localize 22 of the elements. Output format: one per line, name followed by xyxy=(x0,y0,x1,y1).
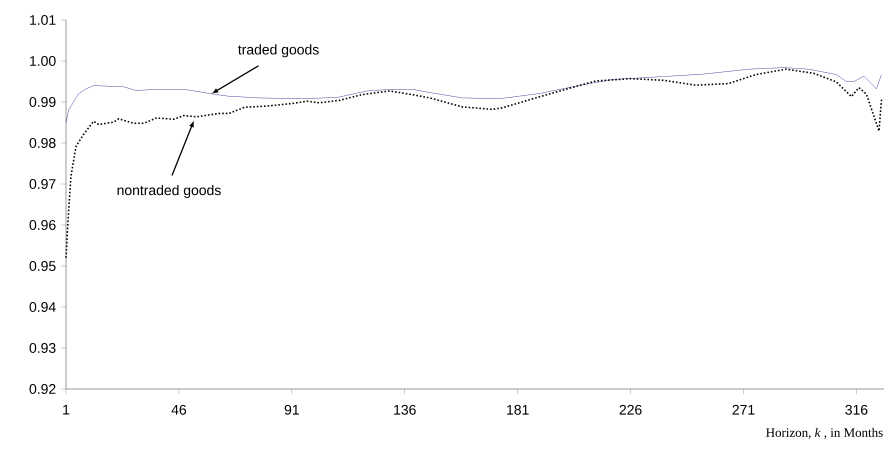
x-tick-label: 316 xyxy=(845,404,868,415)
x-axis-title: Horizon, k , in Months xyxy=(766,428,883,439)
x-tick-label: 1 xyxy=(63,404,70,414)
y-tick-label: 0.96 xyxy=(30,220,56,230)
y-tick-label: 1.01 xyxy=(30,15,56,25)
x-tick-label: 46 xyxy=(171,404,186,415)
annotation: nontraded goods xyxy=(118,184,221,198)
y-tick-label: 1.00 xyxy=(30,56,56,66)
y-tick-label: 0.92 xyxy=(30,384,56,394)
y-tick-label: 0.99 xyxy=(30,97,56,107)
x-tick-label: 181 xyxy=(507,404,529,415)
annotation: traded goods xyxy=(238,44,319,58)
y-tick-label: 0.95 xyxy=(30,261,56,271)
x-tick-label: 91 xyxy=(284,404,299,415)
x-tick-label: 226 xyxy=(620,404,642,415)
x-tick-label: 271 xyxy=(732,404,754,415)
line-series xyxy=(66,67,882,124)
y-tick-label: 0.93 xyxy=(30,343,56,353)
y-tick-label: 0.97 xyxy=(30,179,56,189)
x-tick-label: 136 xyxy=(394,404,416,415)
y-tick-label: 0.94 xyxy=(30,302,56,312)
y-tick-label: 0.98 xyxy=(30,138,56,148)
